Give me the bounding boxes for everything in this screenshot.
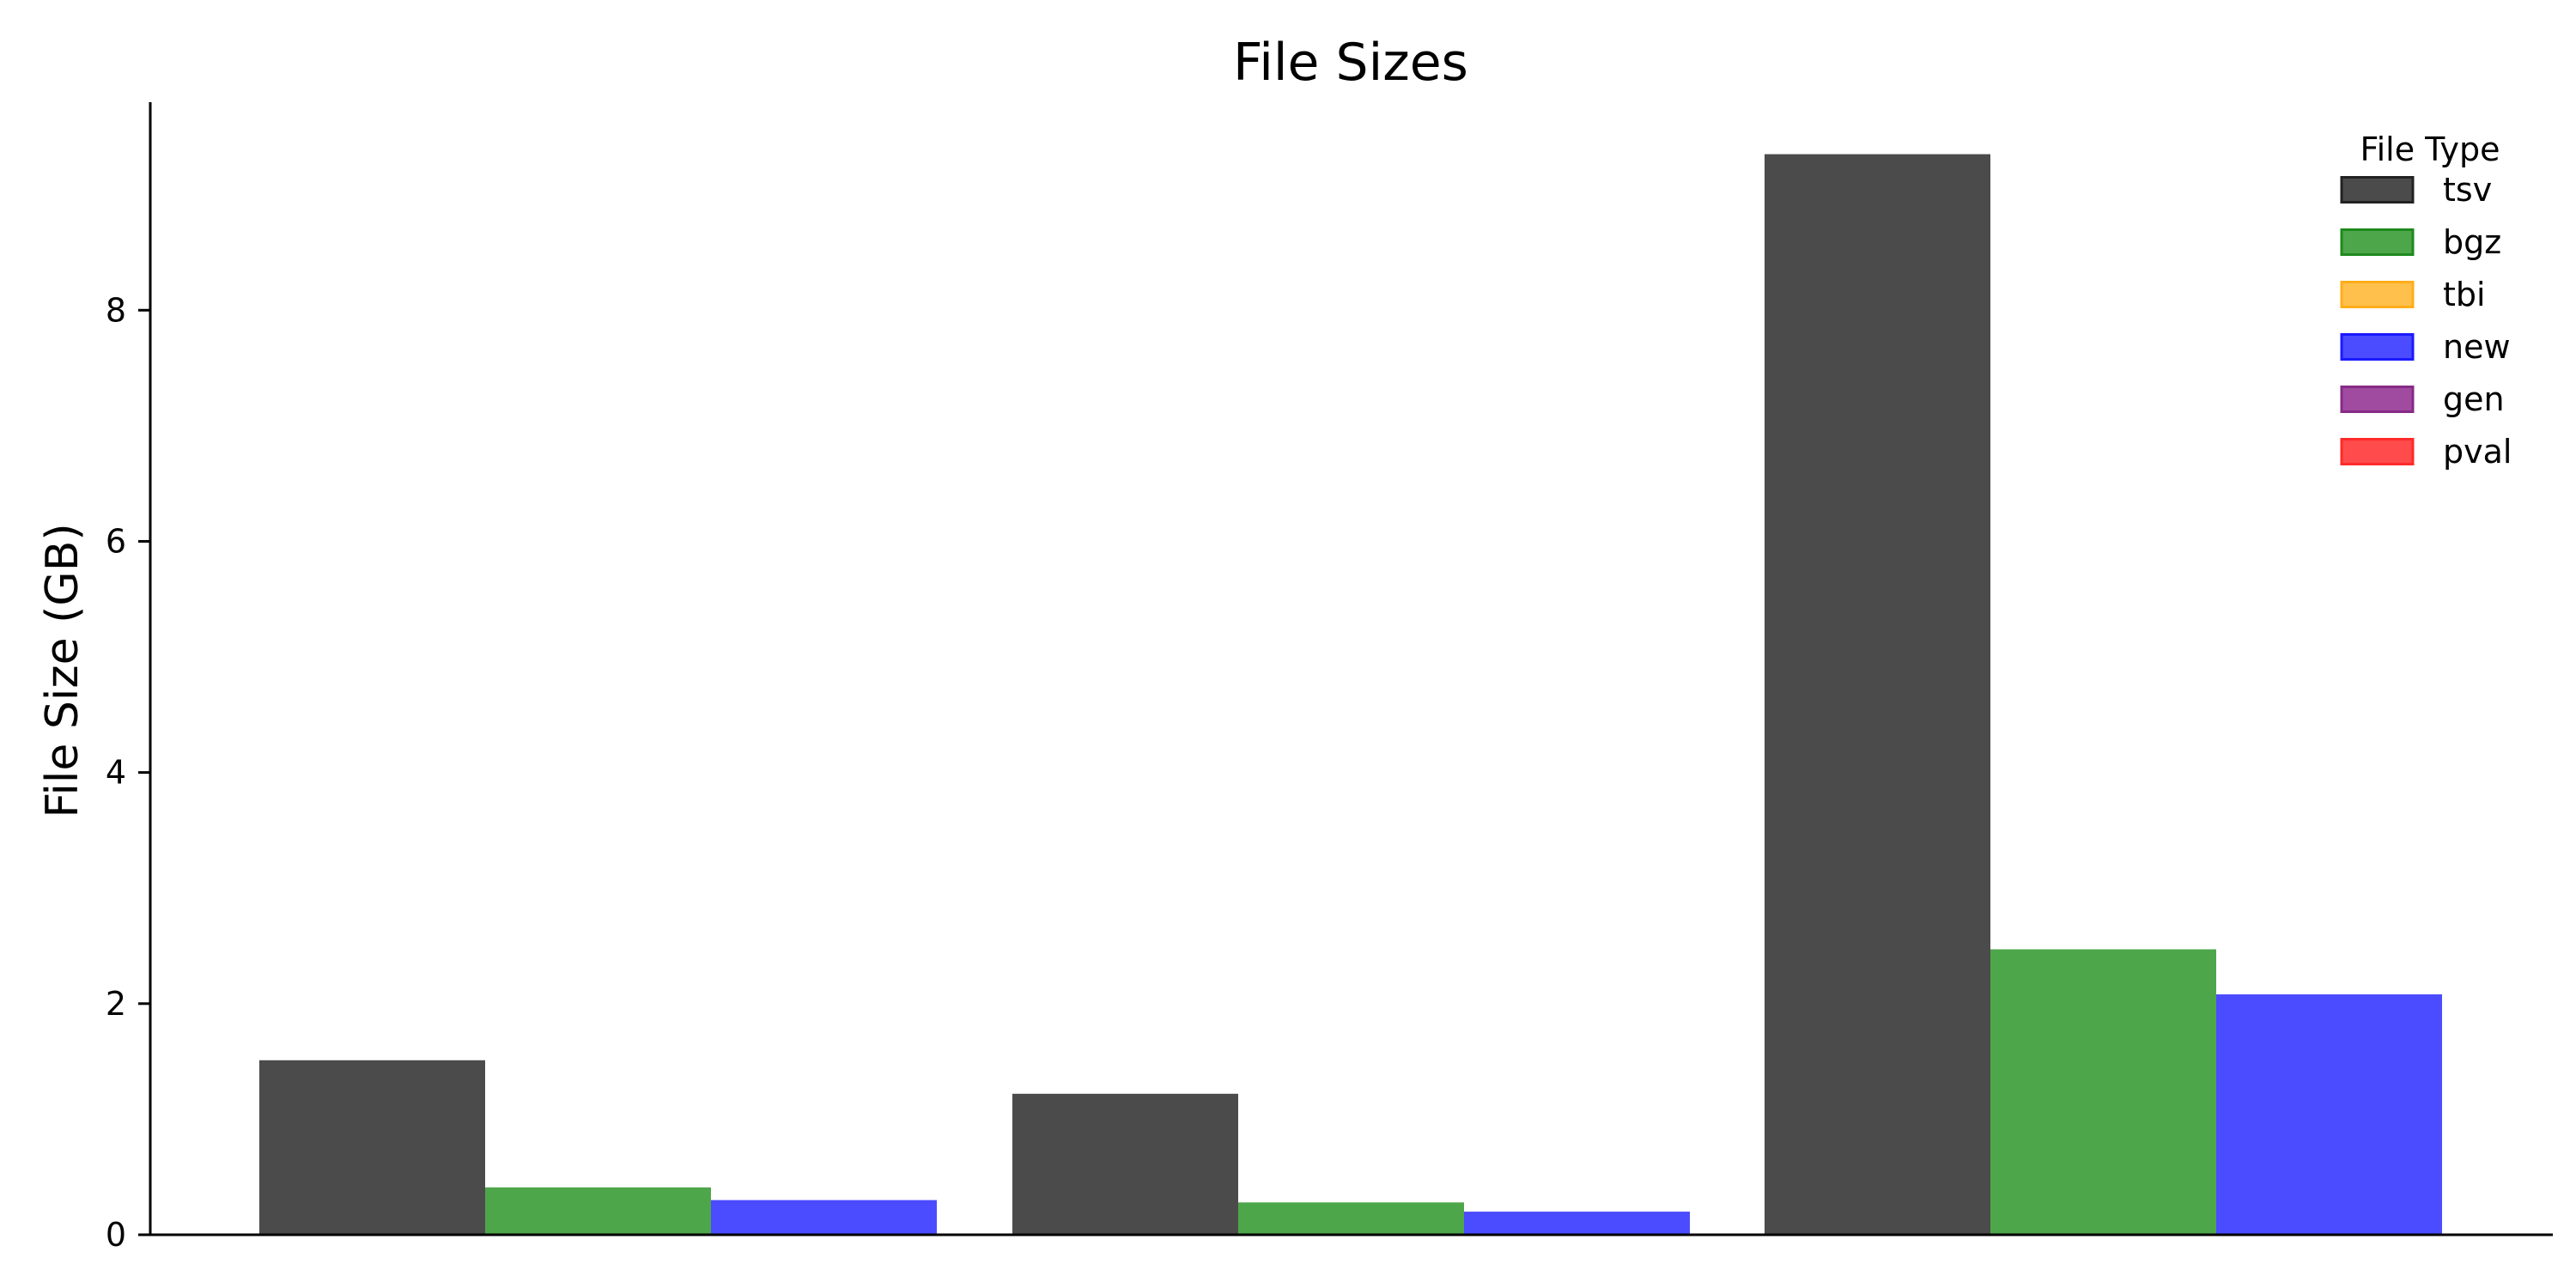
legend-label-bgz: bgz (2443, 223, 2501, 261)
bar-bgz-3 (1990, 949, 2216, 1235)
legend-entries: tsv bgz tbi new gen pval (2340, 171, 2512, 471)
legend-swatch-tbi (2340, 281, 2415, 308)
legend-label-tsv: tsv (2443, 171, 2492, 209)
bar-new-2 (1464, 1212, 1690, 1235)
legend-swatch-gen (2340, 386, 2415, 413)
legend-label-new: new (2443, 328, 2511, 366)
y-axis-label: File Size (GB) (37, 523, 88, 817)
bar-new-3 (2216, 994, 2442, 1235)
y-axis: 0 2 4 6 8 (106, 291, 150, 1254)
legend-swatch-bgz (2340, 228, 2415, 256)
bar-bgz-1 (485, 1187, 711, 1235)
y-tick-label: 4 (106, 754, 126, 792)
bar-tsv-3 (1765, 154, 1990, 1236)
legend: File Type tsv bgz tbi new gen pval (2340, 131, 2512, 471)
bars-layer (259, 154, 2442, 1236)
y-tick-label: 8 (106, 291, 126, 329)
bar-new-1 (711, 1200, 937, 1235)
legend-swatch-new (2340, 333, 2415, 361)
bar-tsv-2 (1012, 1093, 1238, 1235)
legend-swatch-pval (2340, 438, 2415, 465)
y-tick-label: 6 (106, 522, 126, 560)
y-tick-label: 2 (106, 985, 126, 1023)
bar-tsv-1 (259, 1060, 485, 1235)
legend-label-pval: pval (2443, 433, 2512, 471)
y-tick-label: 0 (106, 1216, 126, 1254)
chart-title: File Sizes (1233, 33, 1468, 93)
legend-swatch-tsv (2340, 176, 2415, 204)
legend-label-tbi: tbi (2443, 276, 2486, 313)
legend-title: File Type (2360, 131, 2500, 168)
bar-bgz-2 (1238, 1202, 1464, 1235)
legend-label-gen: gen (2443, 380, 2505, 418)
